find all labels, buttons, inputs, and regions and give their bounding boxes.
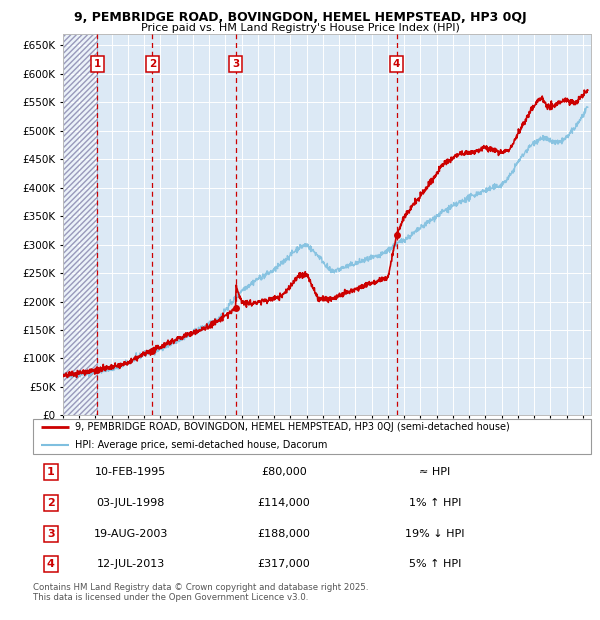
- Text: 9, PEMBRIDGE ROAD, BOVINGDON, HEMEL HEMPSTEAD, HP3 0QJ (semi-detached house): 9, PEMBRIDGE ROAD, BOVINGDON, HEMEL HEMP…: [75, 422, 509, 433]
- Text: £188,000: £188,000: [257, 529, 311, 539]
- Text: 3: 3: [47, 529, 55, 539]
- Text: 4: 4: [47, 559, 55, 569]
- Text: 10-FEB-1995: 10-FEB-1995: [95, 467, 166, 477]
- Text: 19-AUG-2003: 19-AUG-2003: [94, 529, 168, 539]
- Text: 19% ↓ HPI: 19% ↓ HPI: [405, 529, 464, 539]
- Text: 4: 4: [393, 59, 400, 69]
- Bar: [63, 34, 97, 415]
- Text: HPI: Average price, semi-detached house, Dacorum: HPI: Average price, semi-detached house,…: [75, 440, 327, 451]
- Text: £114,000: £114,000: [258, 498, 310, 508]
- Text: £80,000: £80,000: [261, 467, 307, 477]
- Text: 2: 2: [47, 498, 55, 508]
- Text: Contains HM Land Registry data © Crown copyright and database right 2025.
This d: Contains HM Land Registry data © Crown c…: [33, 583, 368, 602]
- Text: 2: 2: [149, 59, 156, 69]
- Text: 1% ↑ HPI: 1% ↑ HPI: [409, 498, 461, 508]
- FancyBboxPatch shape: [33, 418, 591, 454]
- Text: 1: 1: [47, 467, 55, 477]
- Text: ≈ HPI: ≈ HPI: [419, 467, 451, 477]
- Text: 9, PEMBRIDGE ROAD, BOVINGDON, HEMEL HEMPSTEAD, HP3 0QJ: 9, PEMBRIDGE ROAD, BOVINGDON, HEMEL HEMP…: [74, 11, 526, 24]
- Text: 3: 3: [232, 59, 239, 69]
- Text: Price paid vs. HM Land Registry's House Price Index (HPI): Price paid vs. HM Land Registry's House …: [140, 23, 460, 33]
- Bar: [63, 34, 97, 415]
- Text: 03-JUL-1998: 03-JUL-1998: [97, 498, 165, 508]
- Text: £317,000: £317,000: [258, 559, 310, 569]
- Text: 12-JUL-2013: 12-JUL-2013: [97, 559, 165, 569]
- Text: 1: 1: [94, 59, 101, 69]
- Text: 5% ↑ HPI: 5% ↑ HPI: [409, 559, 461, 569]
